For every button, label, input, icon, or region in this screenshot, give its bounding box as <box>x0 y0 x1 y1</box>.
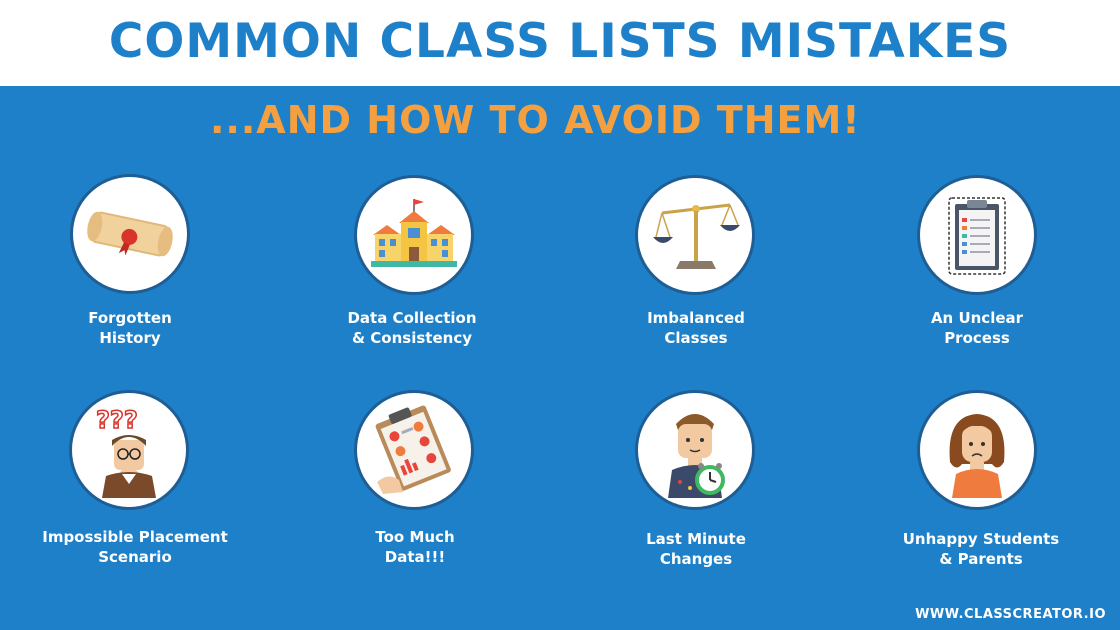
clipboard-icon <box>920 178 1034 292</box>
scale-icon <box>638 178 752 292</box>
item-label: An Unclear Process <box>930 309 1024 347</box>
scroll-icon <box>73 177 187 291</box>
school-icon <box>357 178 471 292</box>
item-label: Unhappy Students & Parents <box>902 530 1060 568</box>
item-label: Imbalanced Classes <box>647 309 745 347</box>
item-label: Forgotten History <box>88 309 172 347</box>
item-label: Last Minute Changes <box>646 530 746 568</box>
item-label: Impossible Placement Scenario <box>42 528 228 566</box>
page-subtitle: ...AND HOW TO AVOID THEM! <box>210 98 861 142</box>
sad-girl-icon <box>920 393 1034 507</box>
data-clipboard-icon <box>357 393 471 507</box>
item-label: Data Collection & Consistency <box>347 309 477 347</box>
svg-text:???: ??? <box>96 406 138 434</box>
confused-person-icon: ??? <box>72 393 186 507</box>
header-bar <box>0 0 1120 86</box>
student-clock-icon <box>638 393 752 507</box>
page-title: COMMON CLASS LISTS MISTAKES <box>108 14 1012 69</box>
website-url[interactable]: WWW.CLASSCREATOR.IO <box>915 607 1106 622</box>
item-label: Too Much Data!!! <box>375 528 455 566</box>
